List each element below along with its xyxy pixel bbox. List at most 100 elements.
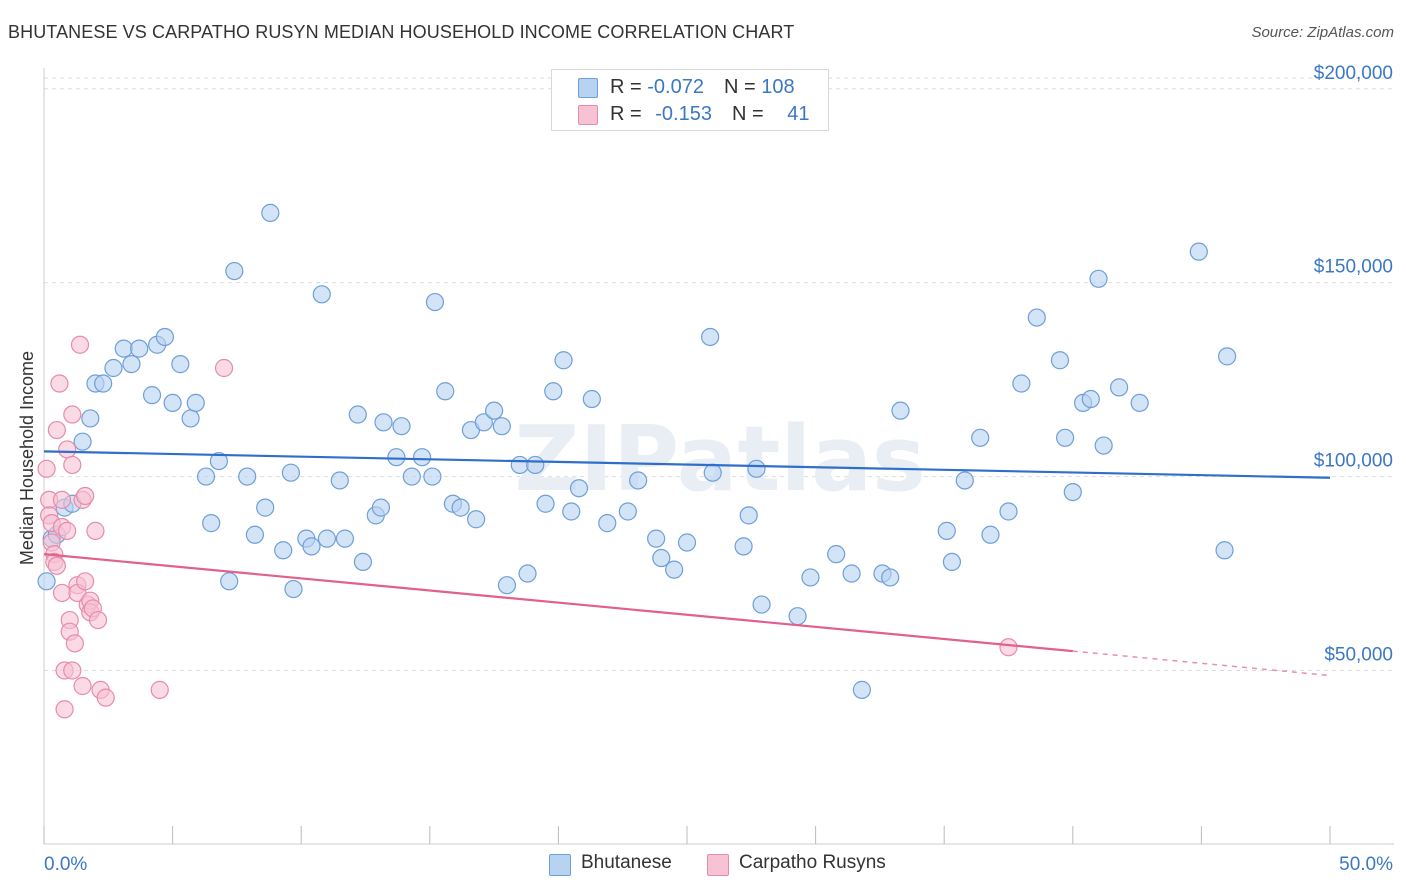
bhutanese-point bbox=[302, 537, 321, 556]
r-value: -0.072 bbox=[647, 76, 704, 98]
bhutanese-point bbox=[374, 413, 393, 432]
bhutanese-point bbox=[261, 203, 280, 222]
bhutanese-point bbox=[485, 401, 504, 420]
carpatho-rusyn-point bbox=[63, 661, 82, 680]
bhutanese-point bbox=[114, 339, 133, 358]
y-tick-label: $100,000 bbox=[1314, 451, 1393, 472]
bhutanese-point bbox=[387, 448, 406, 467]
bhutanese-point bbox=[130, 339, 149, 358]
bhutanese-point bbox=[317, 529, 337, 548]
blue-swatch-icon bbox=[549, 854, 571, 876]
r-label: R = bbox=[610, 103, 648, 125]
bhutanese-point bbox=[274, 541, 293, 560]
pink-swatch-icon bbox=[578, 105, 598, 125]
legend-label: Carpatho Rusyns bbox=[739, 852, 886, 873]
bhutanese-point bbox=[402, 467, 421, 486]
stats-row-bhutanese: R = -0.072 N = 108 bbox=[552, 74, 828, 100]
bhutanese-point bbox=[436, 382, 455, 401]
bhutanese-point bbox=[981, 525, 1000, 544]
y-tick-label: $200,000 bbox=[1314, 63, 1393, 84]
carpatho-rusyn-point bbox=[37, 459, 56, 478]
bhutanese-point bbox=[163, 393, 182, 413]
bhutanese-point bbox=[739, 506, 758, 525]
bhutanese-point bbox=[852, 680, 871, 699]
bhutanese-point bbox=[510, 455, 529, 475]
carpatho-rusyn-point bbox=[73, 676, 92, 696]
bhutanese-point bbox=[37, 572, 56, 591]
carpatho-rusyn-point bbox=[50, 374, 69, 393]
bhutanese-point bbox=[881, 568, 900, 587]
bhutanese-trend-line bbox=[43, 450, 1331, 479]
bhutanese-point bbox=[747, 459, 766, 478]
bhutanese-point bbox=[186, 393, 205, 413]
n-value: 41 bbox=[787, 103, 810, 125]
bhutanese-point bbox=[801, 568, 820, 587]
bhutanese-point bbox=[999, 502, 1018, 521]
bhutanese-point bbox=[171, 355, 190, 374]
carpatho-rusyn-point bbox=[150, 680, 169, 699]
carpatho-rusyn-point bbox=[70, 335, 90, 354]
carpatho-rusyn-point bbox=[55, 700, 74, 719]
n-label: N = bbox=[723, 76, 762, 98]
bhutanese-point bbox=[536, 494, 555, 513]
carpatho-rusyn-point bbox=[58, 440, 77, 459]
n-label: N = bbox=[731, 103, 770, 125]
carpatho-rusyn-point bbox=[47, 420, 66, 440]
x-tick-label: 50.0% bbox=[1339, 854, 1393, 875]
bhutanese-point bbox=[155, 327, 174, 347]
bhutanese-point bbox=[492, 417, 511, 436]
bhutanese-point bbox=[1055, 428, 1075, 447]
bhutanese-point bbox=[569, 479, 589, 498]
bhutanese-point bbox=[652, 548, 671, 568]
carpatho-rusyn-point bbox=[58, 521, 77, 540]
bhutanese-point bbox=[1218, 347, 1237, 366]
bhutanese-point bbox=[1063, 482, 1082, 502]
bhutanese-point bbox=[1215, 541, 1234, 560]
bhutanese-point bbox=[1050, 351, 1070, 370]
bhutanese-point bbox=[562, 502, 581, 521]
bhutanese-point bbox=[497, 576, 517, 595]
bhutanese-point bbox=[256, 498, 275, 517]
bhutanese-point bbox=[181, 409, 200, 428]
bhutanese-point bbox=[701, 327, 720, 347]
bhutanese-point bbox=[353, 552, 373, 572]
bhutanese-point bbox=[598, 514, 617, 533]
bhutanese-point bbox=[629, 471, 648, 490]
bhutanese-point bbox=[677, 533, 697, 552]
carpatho-rusyn-point bbox=[63, 405, 82, 424]
carpatho-rusyn-point bbox=[214, 358, 234, 378]
bhutanese-point bbox=[647, 529, 666, 548]
bhutanese-point bbox=[451, 498, 470, 517]
bhutanese-point bbox=[971, 428, 990, 447]
bhutanese-point bbox=[196, 467, 216, 486]
y-axis-label: Median Household Income bbox=[17, 351, 37, 565]
bhutanese-point bbox=[209, 451, 228, 471]
bhutanese-point bbox=[220, 572, 239, 591]
bhutanese-point bbox=[1130, 393, 1149, 413]
bhutanese-point bbox=[466, 510, 486, 529]
bhutanese-point bbox=[330, 471, 349, 490]
carpatho-rusyn-point bbox=[76, 572, 95, 591]
bhutanese-point bbox=[752, 595, 771, 614]
bhutanese-point bbox=[423, 467, 442, 486]
bhutanese-point bbox=[891, 401, 910, 420]
bhutanese-point bbox=[955, 471, 974, 490]
bhutanese-point bbox=[827, 545, 846, 564]
bhutanese-point bbox=[142, 386, 162, 405]
bhutanese-point bbox=[94, 374, 113, 393]
stats-legend: R = -0.072 N = 108 R = -0.153 N = 41 bbox=[551, 69, 829, 131]
bhutanese-point bbox=[1189, 242, 1208, 261]
carpatho-rusyn-point bbox=[47, 556, 66, 575]
bhutanese-point bbox=[412, 448, 432, 467]
bhutanese-point bbox=[942, 552, 962, 572]
carpatho-rusyn-point bbox=[88, 610, 108, 630]
bhutanese-point bbox=[544, 382, 563, 401]
carpatho-rusyn-point bbox=[86, 521, 105, 540]
bhutanese-point bbox=[1012, 374, 1031, 393]
bhutanese-point bbox=[1089, 269, 1108, 288]
chart-title: BHUTANESE VS CARPATHO RUSYN MEDIAN HOUSE… bbox=[8, 22, 795, 42]
stats-text: R = -0.153 N = 41 bbox=[610, 103, 809, 126]
stats-text: R = -0.072 N = 108 bbox=[610, 76, 795, 99]
carpatho-rusyn-point bbox=[96, 688, 115, 707]
